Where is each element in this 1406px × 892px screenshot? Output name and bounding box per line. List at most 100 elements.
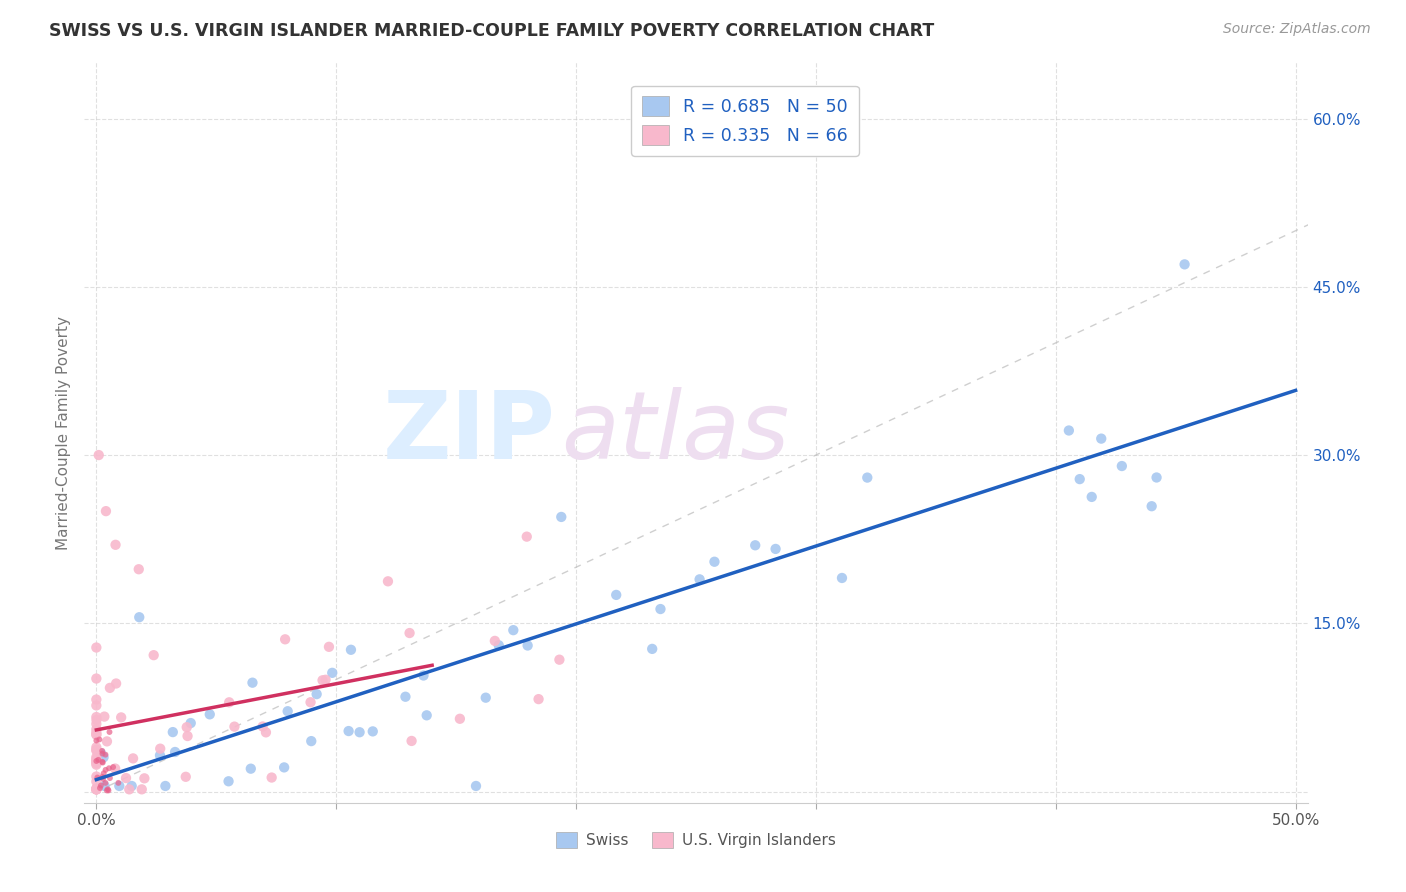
Point bbox=[128, 610, 150, 624]
Point bbox=[449, 712, 471, 726]
Point bbox=[1057, 424, 1080, 438]
Point bbox=[277, 704, 299, 718]
Point bbox=[94, 504, 117, 518]
Point bbox=[86, 750, 108, 764]
Point bbox=[299, 695, 322, 709]
Point bbox=[155, 779, 177, 793]
Point bbox=[91, 755, 114, 769]
Point bbox=[86, 743, 108, 757]
Point bbox=[744, 538, 766, 552]
Point bbox=[94, 747, 117, 762]
Point bbox=[377, 574, 399, 589]
Point bbox=[254, 725, 277, 739]
Point bbox=[104, 538, 127, 552]
Point bbox=[1140, 500, 1163, 514]
Point bbox=[605, 588, 627, 602]
Point bbox=[242, 675, 264, 690]
Point bbox=[224, 720, 246, 734]
Point bbox=[162, 725, 184, 739]
Point bbox=[90, 747, 112, 761]
Point bbox=[703, 555, 725, 569]
Point bbox=[239, 762, 262, 776]
Point bbox=[86, 781, 108, 796]
Point bbox=[86, 672, 108, 686]
Point bbox=[96, 783, 118, 797]
Point bbox=[86, 781, 108, 796]
Point bbox=[260, 771, 283, 785]
Point bbox=[128, 562, 150, 576]
Point bbox=[86, 698, 108, 713]
Legend: Swiss, U.S. Virgin Islanders: Swiss, U.S. Virgin Islanders bbox=[550, 826, 842, 855]
Point bbox=[174, 770, 197, 784]
Point bbox=[465, 779, 488, 793]
Point bbox=[86, 782, 108, 797]
Point bbox=[86, 733, 108, 747]
Point bbox=[176, 720, 198, 734]
Point bbox=[118, 782, 141, 797]
Point bbox=[349, 725, 371, 739]
Point bbox=[98, 725, 121, 739]
Point bbox=[218, 695, 240, 709]
Point bbox=[311, 673, 333, 688]
Point bbox=[86, 710, 108, 724]
Point bbox=[1090, 432, 1112, 446]
Point bbox=[89, 732, 111, 747]
Point bbox=[89, 780, 111, 795]
Point bbox=[86, 754, 108, 768]
Point bbox=[474, 690, 496, 705]
Point bbox=[86, 782, 108, 797]
Y-axis label: Married-Couple Family Poverty: Married-Couple Family Poverty bbox=[56, 316, 72, 549]
Point bbox=[86, 717, 108, 731]
Point bbox=[484, 633, 506, 648]
Point bbox=[198, 707, 221, 722]
Point bbox=[131, 782, 153, 797]
Point bbox=[115, 771, 138, 785]
Point bbox=[86, 740, 108, 755]
Point bbox=[108, 779, 131, 793]
Point bbox=[180, 716, 202, 731]
Point bbox=[1111, 458, 1133, 473]
Point bbox=[142, 648, 165, 662]
Point bbox=[91, 772, 114, 786]
Point bbox=[98, 761, 121, 775]
Point bbox=[91, 756, 114, 770]
Point bbox=[273, 760, 295, 774]
Point bbox=[218, 774, 240, 789]
Point bbox=[93, 779, 115, 793]
Point bbox=[87, 448, 110, 462]
Point bbox=[415, 708, 437, 723]
Point bbox=[398, 626, 420, 640]
Point bbox=[86, 692, 108, 706]
Text: atlas: atlas bbox=[561, 387, 790, 478]
Point bbox=[149, 741, 172, 756]
Point bbox=[856, 470, 879, 484]
Point bbox=[94, 776, 117, 790]
Point bbox=[337, 724, 360, 739]
Point bbox=[86, 782, 108, 797]
Point bbox=[87, 753, 110, 767]
Point bbox=[90, 779, 112, 793]
Point bbox=[1174, 257, 1197, 271]
Point bbox=[91, 770, 114, 784]
Point bbox=[98, 771, 121, 785]
Point bbox=[1080, 490, 1102, 504]
Point bbox=[94, 763, 117, 777]
Point bbox=[86, 782, 108, 797]
Point bbox=[86, 727, 108, 741]
Point bbox=[86, 713, 108, 727]
Point bbox=[394, 690, 416, 704]
Point bbox=[91, 744, 114, 758]
Point bbox=[93, 709, 115, 723]
Point bbox=[274, 632, 297, 647]
Point bbox=[550, 510, 572, 524]
Point bbox=[122, 751, 145, 765]
Point bbox=[641, 641, 664, 656]
Text: SWISS VS U.S. VIRGIN ISLANDER MARRIED-COUPLE FAMILY POVERTY CORRELATION CHART: SWISS VS U.S. VIRGIN ISLANDER MARRIED-CO… bbox=[49, 22, 935, 40]
Point bbox=[149, 748, 172, 763]
Point bbox=[86, 757, 108, 772]
Point bbox=[101, 760, 124, 774]
Text: ZIP: ZIP bbox=[382, 386, 555, 479]
Point bbox=[765, 541, 787, 556]
Point bbox=[86, 754, 108, 768]
Point bbox=[105, 676, 128, 690]
